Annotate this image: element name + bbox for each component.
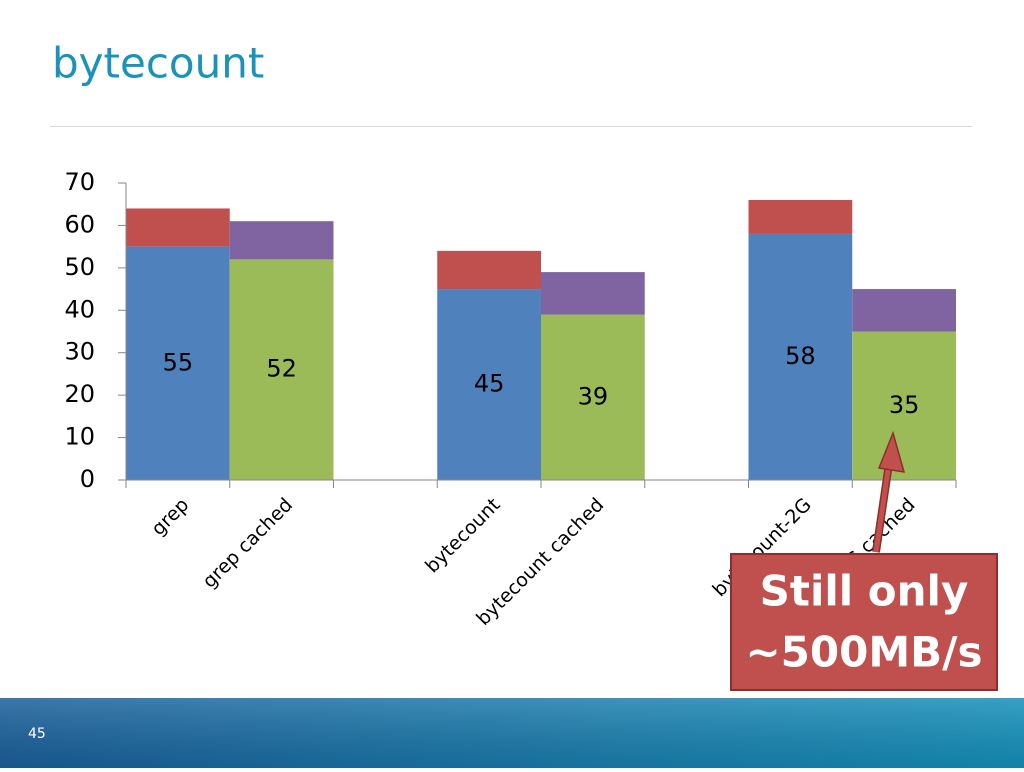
y-tick-label: 70 bbox=[64, 168, 95, 196]
footer-shade bbox=[0, 698, 1024, 768]
page-number: 45 bbox=[28, 726, 46, 742]
bar-segment bbox=[126, 208, 230, 247]
bar-segment bbox=[852, 331, 956, 480]
bar-segment bbox=[126, 246, 230, 480]
bar-segment bbox=[437, 250, 541, 290]
bar-segment bbox=[748, 233, 853, 480]
bar-segment bbox=[541, 272, 645, 315]
x-tick-label: bytecount bbox=[421, 494, 504, 577]
x-tick-label: grep bbox=[147, 494, 193, 540]
bar-segment bbox=[852, 289, 956, 332]
x-tick-label: grep cached bbox=[198, 494, 297, 593]
bar-segment bbox=[229, 259, 334, 480]
callout-box bbox=[730, 553, 998, 691]
arrow-head bbox=[877, 430, 906, 473]
bar-segment bbox=[437, 289, 541, 480]
y-tick-label: 40 bbox=[64, 295, 95, 323]
bar-segment bbox=[748, 199, 853, 234]
y-tick-label: 20 bbox=[64, 380, 95, 408]
y-tick-label: 50 bbox=[64, 253, 95, 281]
data-label: 58 bbox=[785, 342, 816, 370]
callout-line: Still only bbox=[760, 567, 969, 616]
data-label: 52 bbox=[266, 355, 297, 383]
data-label: 35 bbox=[889, 391, 920, 419]
data-label: 39 bbox=[578, 382, 609, 410]
bar-segment bbox=[229, 221, 334, 260]
y-tick-label: 0 bbox=[80, 465, 95, 493]
bar-segment bbox=[541, 314, 645, 480]
callout: Still only ~500MB/s bbox=[730, 430, 998, 691]
y-tick-label: 60 bbox=[64, 210, 95, 238]
y-tick-label: 30 bbox=[64, 338, 95, 366]
data-label: 55 bbox=[163, 348, 194, 376]
y-tick-label: 10 bbox=[64, 423, 95, 451]
callout-line: ~500MB/s bbox=[745, 628, 982, 677]
data-label: 45 bbox=[474, 370, 505, 398]
slide-title: bytecount bbox=[52, 39, 264, 88]
